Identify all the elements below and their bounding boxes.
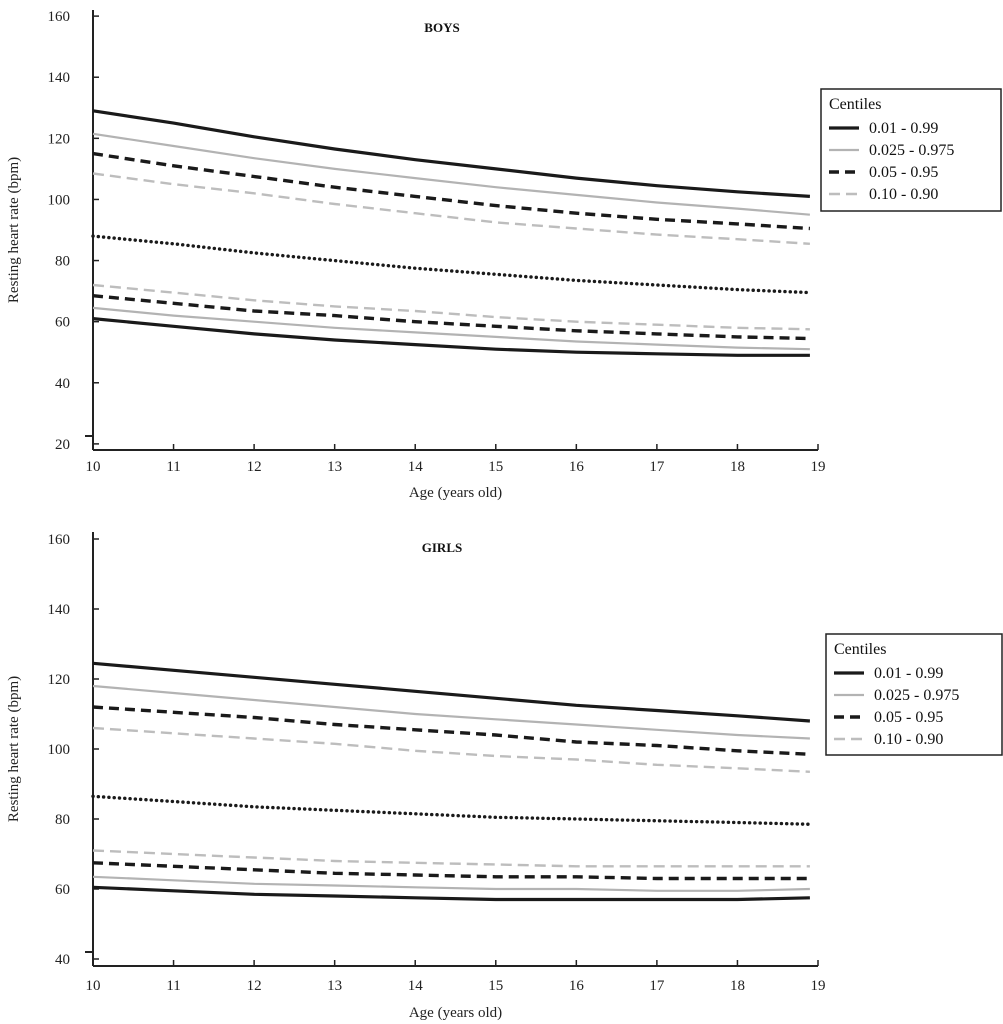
y-tick-label: 160 — [48, 532, 71, 548]
x-tick-label: 12 — [247, 459, 262, 475]
x-tick-label: 11 — [166, 978, 180, 994]
y-axis-label: Resting heart rate (bpm) — [6, 676, 22, 822]
x-tick-label: 16 — [569, 978, 585, 994]
series-line-solid-light — [92, 684, 810, 740]
series-line-solid-dark — [92, 109, 811, 198]
x-tick-label: 17 — [649, 459, 665, 475]
x-tick-label: 14 — [408, 978, 424, 994]
y-tick-label: 140 — [48, 602, 71, 618]
legend-entry: 0.01 - 0.99 — [874, 665, 943, 682]
series-line-dashed-dark — [92, 294, 810, 341]
series-line-solid-light — [92, 875, 810, 892]
legend-entry: 0.025 - 0.975 — [869, 142, 954, 159]
series-line-dotted-dark — [91, 234, 812, 295]
series-line-dashed-dark — [92, 705, 810, 756]
series-line-solid-light — [92, 306, 810, 351]
y-tick-label: 100 — [48, 742, 71, 758]
x-axis-label: Age (years old) — [409, 1005, 502, 1021]
series-line-solid-light — [92, 132, 810, 216]
y-tick-label: 100 — [48, 192, 71, 208]
x-tick-label: 18 — [730, 978, 745, 994]
legend-entry: 0.01 - 0.99 — [869, 120, 938, 137]
series-line-dashed-light — [92, 849, 810, 868]
chart-title: BOYS — [424, 20, 459, 35]
series-line-dashed-light — [92, 283, 810, 331]
y-tick-label: 120 — [48, 131, 71, 147]
x-tick-label: 15 — [488, 459, 503, 475]
y-tick-label: 80 — [55, 254, 70, 270]
x-tick-label: 10 — [86, 978, 101, 994]
x-axis-label: Age (years old) — [409, 485, 502, 501]
y-tick-label: 60 — [55, 882, 70, 898]
y-tick-label: 60 — [55, 315, 70, 331]
series-line-solid-dark — [92, 885, 810, 902]
x-tick-label: 17 — [649, 978, 665, 994]
y-tick-label: 160 — [48, 9, 71, 25]
legend-title: Centiles — [834, 641, 886, 658]
series-line-dotted-dark — [91, 794, 812, 826]
y-tick-label: 140 — [48, 70, 71, 86]
series-line-dashed-dark — [92, 861, 810, 881]
x-tick-label: 19 — [811, 459, 826, 475]
legend-entry: 0.10 - 0.90 — [869, 186, 938, 203]
x-tick-label: 18 — [730, 459, 745, 475]
series-line-solid-dark — [92, 317, 810, 357]
x-tick-label: 15 — [488, 978, 503, 994]
x-tick-label: 14 — [408, 459, 424, 475]
y-tick-label: 40 — [55, 952, 70, 968]
series-line-solid-dark — [92, 661, 811, 723]
y-tick-label: 120 — [48, 672, 71, 688]
x-tick-label: 19 — [811, 978, 826, 994]
series-line-dashed-light — [92, 172, 810, 245]
chart-title: GIRLS — [422, 540, 462, 555]
legend-entry: 0.05 - 0.95 — [874, 709, 943, 726]
legend: Centiles 0.01 - 0.99 0.025 - 0.975 0.05 - 0… — [825, 633, 1003, 756]
chart-girls: 40 60 80 100 120 140 160 10 11 12 13 14 15 16 17 18 19 GI… — [6, 532, 1003, 1021]
chart-boys: 20 40 60 80 100 120 140 160 10 11 12 13 14 15 16 17 18 19… — [6, 9, 1002, 501]
legend-title: Centiles — [829, 96, 881, 113]
legend-entry: 0.05 - 0.95 — [869, 164, 938, 181]
series-line-dashed-light — [92, 726, 810, 773]
y-tick-label: 80 — [55, 812, 70, 828]
y-axis-label: Resting heart rate (bpm) — [6, 157, 22, 303]
x-tick-label: 11 — [166, 459, 180, 475]
x-tick-label: 12 — [247, 978, 262, 994]
x-tick-label: 13 — [327, 459, 342, 475]
x-tick-label: 16 — [569, 459, 585, 475]
legend-entry: 0.10 - 0.90 — [874, 731, 943, 748]
x-tick-label: 13 — [327, 978, 342, 994]
series-line-dashed-dark — [92, 151, 811, 231]
y-tick-label: 20 — [55, 437, 70, 453]
x-tick-label: 10 — [86, 459, 101, 475]
y-tick-label: 40 — [55, 376, 70, 392]
legend: Centiles 0.01 - 0.99 0.025 - 0.975 0.05 - 0… — [820, 88, 1002, 212]
legend-entry: 0.025 - 0.975 — [874, 687, 959, 704]
